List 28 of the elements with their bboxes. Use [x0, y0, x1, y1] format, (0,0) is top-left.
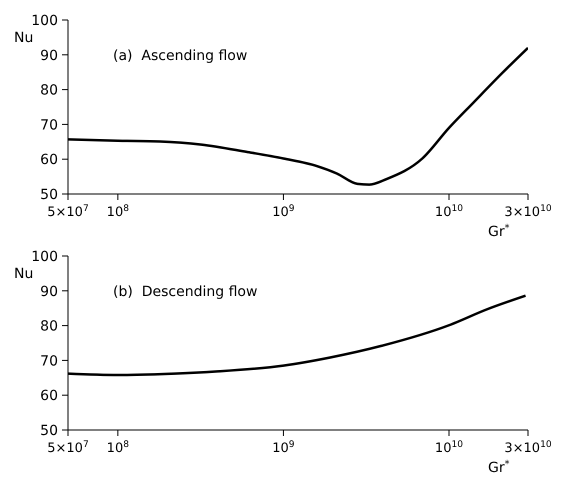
x-tick-label: 10$^{10}$: [434, 440, 464, 456]
x-tick-label: 10$^{8}$: [106, 440, 130, 456]
x-tick-label: 5×10$^{7}$: [47, 204, 89, 220]
text: (b) Descending flow: [113, 284, 258, 300]
x-axis-title: Gr$^{*}$: [488, 458, 510, 476]
y-axis-title: Nu: [14, 30, 34, 46]
y-tick-label: 100: [31, 13, 58, 29]
x-tick-label: 10$^{9}$: [272, 440, 295, 456]
x-tick-label: 3×10$^{10}$: [504, 440, 552, 456]
y-tick-label: 50: [40, 187, 58, 203]
y-tick-label: 100: [31, 249, 58, 265]
x-tick-label: 10$^{8}$: [106, 204, 130, 220]
y-tick-label: 80: [40, 318, 58, 335]
y-axis-title: Nu: [14, 266, 34, 282]
y-tick-label: 70: [40, 353, 58, 370]
x-tick-label: 3×10$^{10}$: [504, 204, 552, 220]
x-tick-label: 5×10$^{7}$: [47, 440, 89, 456]
x-axis-title: Gr$^{*}$: [488, 222, 510, 240]
y-tick-label: 90: [40, 284, 58, 300]
y-tick-label: 90: [40, 48, 58, 64]
y-tick-label: 60: [40, 152, 58, 168]
text: (a) Ascending flow: [113, 48, 248, 64]
y-tick-label: 80: [40, 82, 58, 99]
x-tick-label: 10$^{10}$: [434, 204, 464, 220]
y-tick-label: 60: [40, 388, 58, 404]
y-tick-label: 50: [40, 423, 58, 439]
x-tick-label: 10$^{9}$: [272, 204, 295, 220]
y-tick-label: 70: [40, 117, 58, 134]
